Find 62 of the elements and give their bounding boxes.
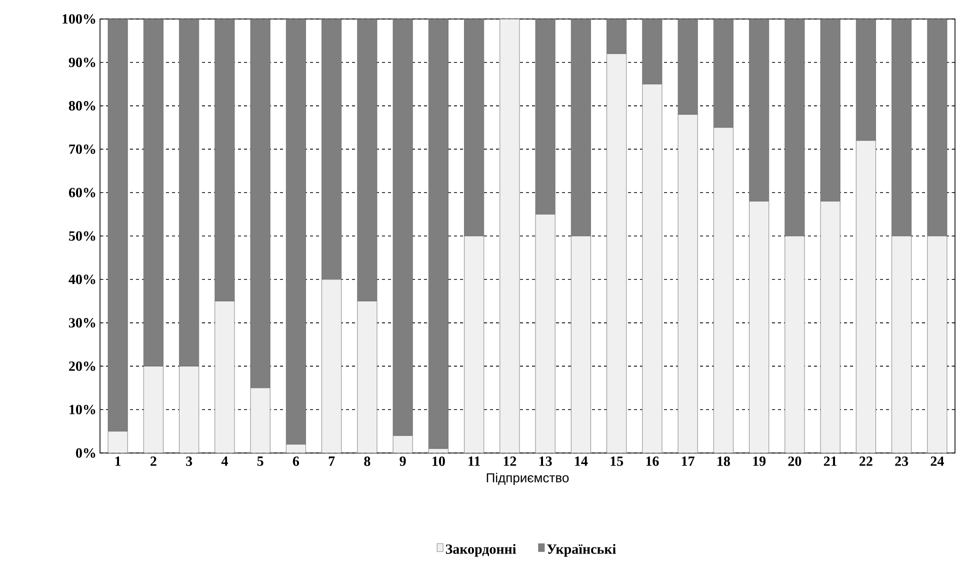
y-tick-label: 100%	[62, 14, 96, 24]
bar	[179, 18, 200, 366]
bar	[927, 18, 948, 236]
x-tick-label: 2	[150, 456, 156, 466]
y-tick-label: 80%	[68, 101, 96, 111]
bar	[535, 18, 556, 214]
x-tick-label: 19	[753, 456, 766, 466]
bar	[642, 18, 662, 84]
bar	[428, 18, 448, 449]
bar	[856, 18, 876, 141]
y-tick-label: 50%	[69, 231, 96, 241]
x-tick-label: 20	[788, 456, 802, 466]
x-tick-label: 11	[468, 456, 480, 466]
x-tick-label: 1	[115, 456, 121, 466]
x-tick-label: 21	[824, 456, 837, 466]
bar	[392, 18, 413, 436]
bar	[713, 18, 734, 128]
y-tick-label: 70%	[69, 144, 96, 154]
x-tick-label: 3	[186, 456, 192, 466]
bar	[464, 18, 484, 236]
bar	[322, 18, 342, 280]
x-tick-label: 23	[895, 456, 908, 466]
x-tick-label: 6	[292, 456, 300, 466]
bar	[214, 18, 235, 302]
y-tick-label: 40%	[68, 274, 96, 284]
x-tick-label: 10	[432, 456, 445, 466]
bar	[108, 18, 128, 432]
y-tick-label: 20%	[69, 361, 96, 371]
x-tick-label: 15	[610, 456, 624, 466]
x-tick-label: 9	[400, 456, 406, 466]
bar	[250, 18, 270, 388]
bar	[892, 18, 912, 236]
y-tick-label: 90%	[68, 58, 96, 68]
x-tick-label: 12	[504, 456, 516, 466]
bar	[749, 18, 770, 202]
x-tick-label: 7	[328, 456, 335, 466]
bar	[606, 18, 627, 54]
x-tick-label: 8	[364, 456, 370, 466]
y-tick-label: 0%	[76, 448, 96, 458]
bar	[570, 18, 591, 236]
legend-label: Українські	[547, 544, 616, 557]
bar	[143, 18, 164, 366]
bar	[784, 18, 805, 236]
legend-label: Закордонні	[446, 544, 516, 557]
x-tick-label: 24	[930, 456, 944, 466]
x-tick-label: 16	[646, 456, 659, 466]
x-tick-label: 17	[682, 456, 694, 466]
bar	[678, 18, 698, 115]
x-axis-title: Підприємство	[486, 472, 569, 485]
y-tick-label: 30%	[69, 318, 96, 328]
y-tick-label: 60%	[68, 188, 96, 198]
x-tick-label: 14	[575, 456, 588, 466]
x-tick-label: 18	[718, 456, 730, 466]
bar	[820, 18, 840, 202]
bar	[286, 18, 306, 445]
bar	[357, 18, 378, 302]
x-tick-label: 13	[539, 456, 552, 466]
x-tick-label: 22	[860, 456, 872, 466]
bar	[500, 18, 520, 453]
x-tick-label: 4	[221, 456, 228, 466]
y-tick-label: 10%	[70, 404, 96, 414]
x-tick-label: 5	[257, 456, 264, 466]
